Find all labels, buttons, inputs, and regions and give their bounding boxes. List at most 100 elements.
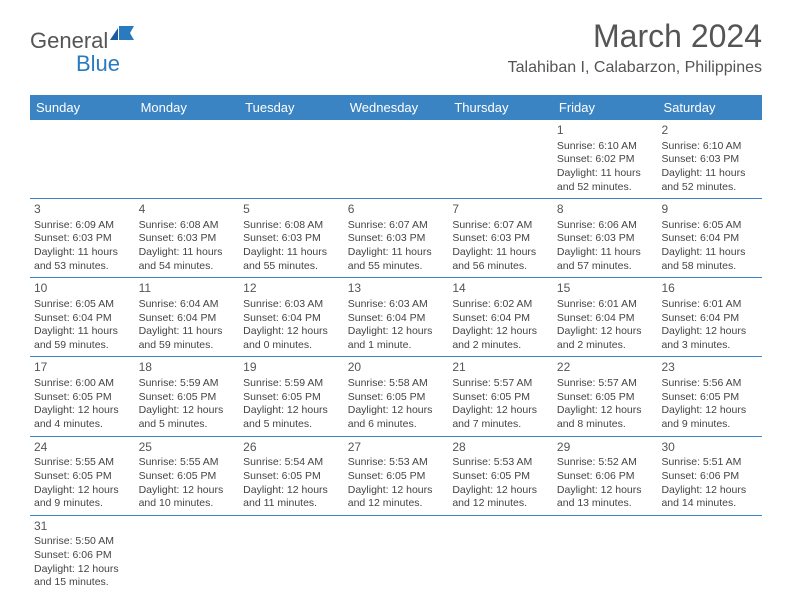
sunrise-line: Sunrise: 6:05 AM: [34, 298, 131, 312]
day-cell: 15Sunrise: 6:01 AMSunset: 6:04 PMDayligh…: [553, 278, 658, 356]
sunset-line: Sunset: 6:05 PM: [139, 470, 236, 484]
sunset-line: Sunset: 6:05 PM: [452, 470, 549, 484]
day-cell: 8Sunrise: 6:06 AMSunset: 6:03 PMDaylight…: [553, 199, 658, 277]
daylight-line: Daylight: 11 hours and 57 minutes.: [557, 246, 654, 273]
sunset-line: Sunset: 6:05 PM: [348, 391, 445, 405]
daylight-line: Daylight: 12 hours and 0 minutes.: [243, 325, 340, 352]
day-number: 16: [661, 281, 758, 297]
day-number: 24: [34, 440, 131, 456]
sunrise-line: Sunrise: 5:50 AM: [34, 535, 131, 549]
sunrise-line: Sunrise: 6:06 AM: [557, 219, 654, 233]
empty-cell: [448, 120, 553, 198]
day-cell: 29Sunrise: 5:52 AMSunset: 6:06 PMDayligh…: [553, 437, 658, 515]
sunrise-line: Sunrise: 5:52 AM: [557, 456, 654, 470]
empty-cell: [135, 516, 240, 594]
sunrise-line: Sunrise: 5:56 AM: [661, 377, 758, 391]
day-number: 22: [557, 360, 654, 376]
day-number: 23: [661, 360, 758, 376]
daylight-line: Daylight: 11 hours and 53 minutes.: [34, 246, 131, 273]
day-header: Sunday: [30, 95, 135, 120]
day-cell: 5Sunrise: 6:08 AMSunset: 6:03 PMDaylight…: [239, 199, 344, 277]
day-cell: 3Sunrise: 6:09 AMSunset: 6:03 PMDaylight…: [30, 199, 135, 277]
sunset-line: Sunset: 6:05 PM: [34, 391, 131, 405]
week-row: 3Sunrise: 6:09 AMSunset: 6:03 PMDaylight…: [30, 199, 762, 278]
day-number: 26: [243, 440, 340, 456]
day-cell: 19Sunrise: 5:59 AMSunset: 6:05 PMDayligh…: [239, 357, 344, 435]
title-block: March 2024 Talahiban I, Calabarzon, Phil…: [508, 18, 762, 77]
sunrise-line: Sunrise: 6:03 AM: [243, 298, 340, 312]
day-cell: 2Sunrise: 6:10 AMSunset: 6:03 PMDaylight…: [657, 120, 762, 198]
day-number: 11: [139, 281, 236, 297]
sunset-line: Sunset: 6:06 PM: [34, 549, 131, 563]
day-cell: 20Sunrise: 5:58 AMSunset: 6:05 PMDayligh…: [344, 357, 449, 435]
daylight-line: Daylight: 12 hours and 11 minutes.: [243, 484, 340, 511]
day-cell: 17Sunrise: 6:00 AMSunset: 6:05 PMDayligh…: [30, 357, 135, 435]
daylight-line: Daylight: 12 hours and 9 minutes.: [661, 404, 758, 431]
sunset-line: Sunset: 6:04 PM: [243, 312, 340, 326]
day-header: Monday: [135, 95, 240, 120]
sunrise-line: Sunrise: 6:10 AM: [661, 140, 758, 154]
day-cell: 27Sunrise: 5:53 AMSunset: 6:05 PMDayligh…: [344, 437, 449, 515]
day-number: 9: [661, 202, 758, 218]
sunrise-line: Sunrise: 5:55 AM: [139, 456, 236, 470]
sunset-line: Sunset: 6:03 PM: [452, 232, 549, 246]
daylight-line: Daylight: 11 hours and 55 minutes.: [243, 246, 340, 273]
day-cell: 26Sunrise: 5:54 AMSunset: 6:05 PMDayligh…: [239, 437, 344, 515]
day-number: 27: [348, 440, 445, 456]
day-cell: 22Sunrise: 5:57 AMSunset: 6:05 PMDayligh…: [553, 357, 658, 435]
day-number: 3: [34, 202, 131, 218]
sunset-line: Sunset: 6:05 PM: [139, 391, 236, 405]
daylight-line: Daylight: 12 hours and 9 minutes.: [34, 484, 131, 511]
day-number: 7: [452, 202, 549, 218]
sunrise-line: Sunrise: 6:08 AM: [139, 219, 236, 233]
sunrise-line: Sunrise: 6:04 AM: [139, 298, 236, 312]
daylight-line: Daylight: 12 hours and 4 minutes.: [34, 404, 131, 431]
sunset-line: Sunset: 6:04 PM: [452, 312, 549, 326]
sunrise-line: Sunrise: 6:02 AM: [452, 298, 549, 312]
day-number: 14: [452, 281, 549, 297]
sunset-line: Sunset: 6:03 PM: [34, 232, 131, 246]
day-number: 20: [348, 360, 445, 376]
daylight-line: Daylight: 12 hours and 13 minutes.: [557, 484, 654, 511]
daylight-line: Daylight: 11 hours and 56 minutes.: [452, 246, 549, 273]
day-header-row: SundayMondayTuesdayWednesdayThursdayFrid…: [30, 95, 762, 120]
week-row: 31Sunrise: 5:50 AMSunset: 6:06 PMDayligh…: [30, 516, 762, 594]
empty-cell: [448, 516, 553, 594]
daylight-line: Daylight: 11 hours and 59 minutes.: [34, 325, 131, 352]
day-number: 2: [661, 123, 758, 139]
sunset-line: Sunset: 6:05 PM: [243, 391, 340, 405]
day-number: 19: [243, 360, 340, 376]
day-cell: 24Sunrise: 5:55 AMSunset: 6:05 PMDayligh…: [30, 437, 135, 515]
brand-name-2: Blue: [76, 51, 120, 76]
sunrise-line: Sunrise: 6:05 AM: [661, 219, 758, 233]
daylight-line: Daylight: 12 hours and 7 minutes.: [452, 404, 549, 431]
day-cell: 30Sunrise: 5:51 AMSunset: 6:06 PMDayligh…: [657, 437, 762, 515]
sunrise-line: Sunrise: 6:01 AM: [661, 298, 758, 312]
day-number: 13: [348, 281, 445, 297]
sunset-line: Sunset: 6:06 PM: [661, 470, 758, 484]
day-header: Tuesday: [239, 95, 344, 120]
sunrise-line: Sunrise: 6:08 AM: [243, 219, 340, 233]
sunset-line: Sunset: 6:04 PM: [661, 312, 758, 326]
day-number: 6: [348, 202, 445, 218]
day-cell: 16Sunrise: 6:01 AMSunset: 6:04 PMDayligh…: [657, 278, 762, 356]
sunset-line: Sunset: 6:04 PM: [348, 312, 445, 326]
sunset-line: Sunset: 6:04 PM: [557, 312, 654, 326]
empty-cell: [344, 516, 449, 594]
day-cell: 28Sunrise: 5:53 AMSunset: 6:05 PMDayligh…: [448, 437, 553, 515]
daylight-line: Daylight: 12 hours and 15 minutes.: [34, 563, 131, 590]
daylight-line: Daylight: 11 hours and 52 minutes.: [661, 167, 758, 194]
day-number: 12: [243, 281, 340, 297]
day-number: 31: [34, 519, 131, 535]
daylight-line: Daylight: 12 hours and 2 minutes.: [557, 325, 654, 352]
day-cell: 13Sunrise: 6:03 AMSunset: 6:04 PMDayligh…: [344, 278, 449, 356]
day-cell: 14Sunrise: 6:02 AMSunset: 6:04 PMDayligh…: [448, 278, 553, 356]
daylight-line: Daylight: 12 hours and 8 minutes.: [557, 404, 654, 431]
sunset-line: Sunset: 6:06 PM: [557, 470, 654, 484]
day-cell: 23Sunrise: 5:56 AMSunset: 6:05 PMDayligh…: [657, 357, 762, 435]
daylight-line: Daylight: 12 hours and 1 minute.: [348, 325, 445, 352]
sunrise-line: Sunrise: 6:09 AM: [34, 219, 131, 233]
day-cell: 9Sunrise: 6:05 AMSunset: 6:04 PMDaylight…: [657, 199, 762, 277]
sunset-line: Sunset: 6:05 PM: [34, 470, 131, 484]
sunrise-line: Sunrise: 5:59 AM: [139, 377, 236, 391]
